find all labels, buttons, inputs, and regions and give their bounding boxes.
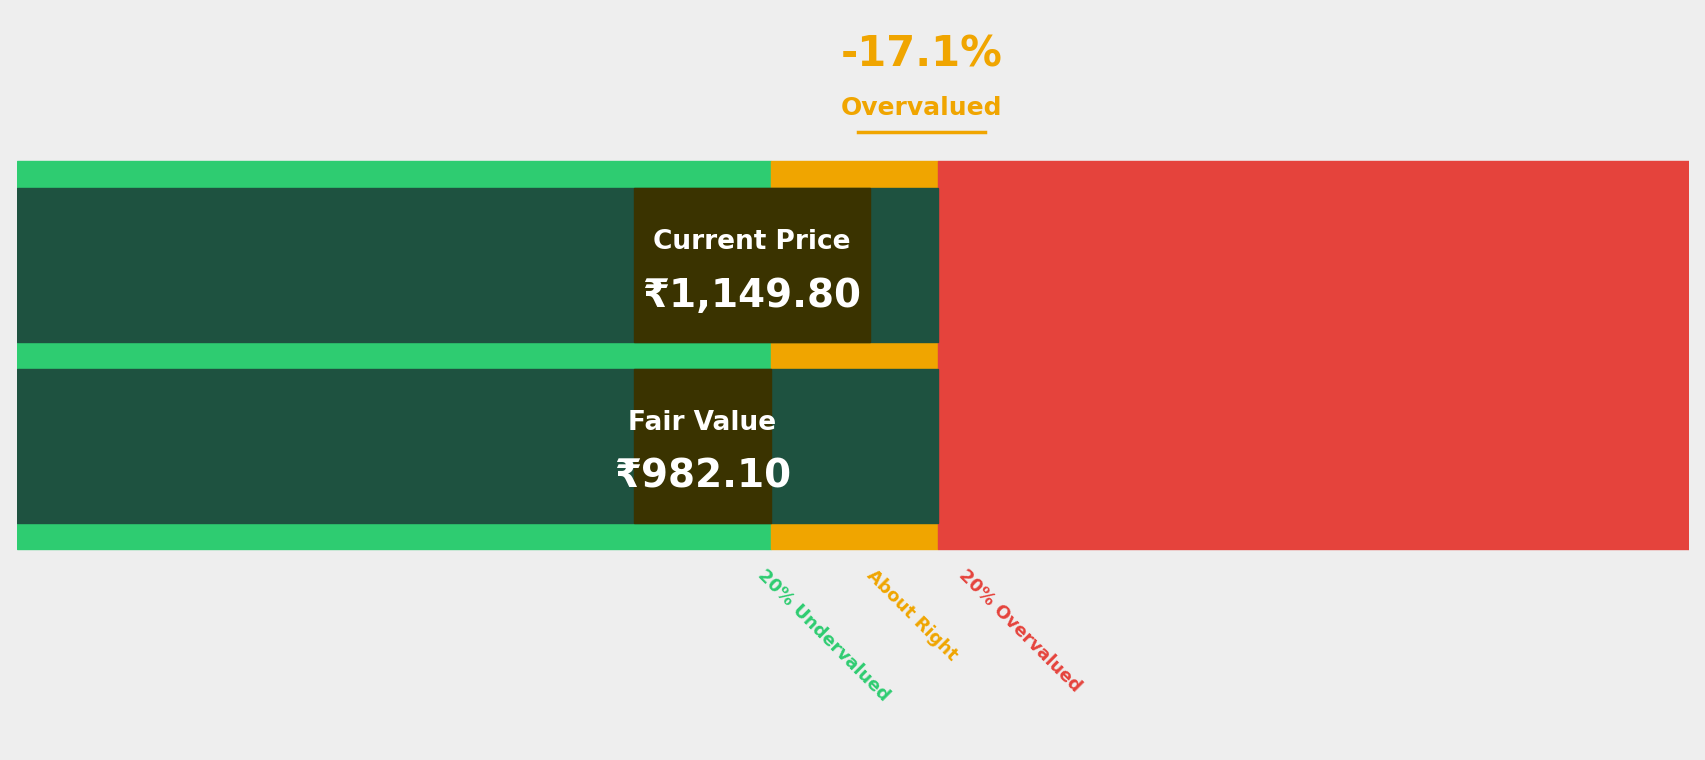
- Text: Current Price: Current Price: [653, 229, 851, 255]
- Bar: [17, 188, 938, 342]
- Text: ₹982.10: ₹982.10: [614, 458, 791, 496]
- Bar: [17, 161, 771, 549]
- Text: 20% Undervalued: 20% Undervalued: [754, 566, 892, 705]
- Text: 20% Overvalued: 20% Overvalued: [955, 566, 1084, 695]
- Bar: [634, 369, 771, 523]
- Text: Overvalued: Overvalued: [841, 96, 1003, 120]
- Text: -17.1%: -17.1%: [841, 33, 1003, 75]
- Text: Fair Value: Fair Value: [627, 410, 776, 435]
- Bar: [634, 188, 870, 342]
- Bar: [17, 369, 938, 523]
- Text: ₹1,149.80: ₹1,149.80: [643, 277, 861, 315]
- Bar: [771, 161, 938, 549]
- Bar: [938, 161, 1688, 549]
- Text: About Right: About Right: [863, 566, 960, 664]
